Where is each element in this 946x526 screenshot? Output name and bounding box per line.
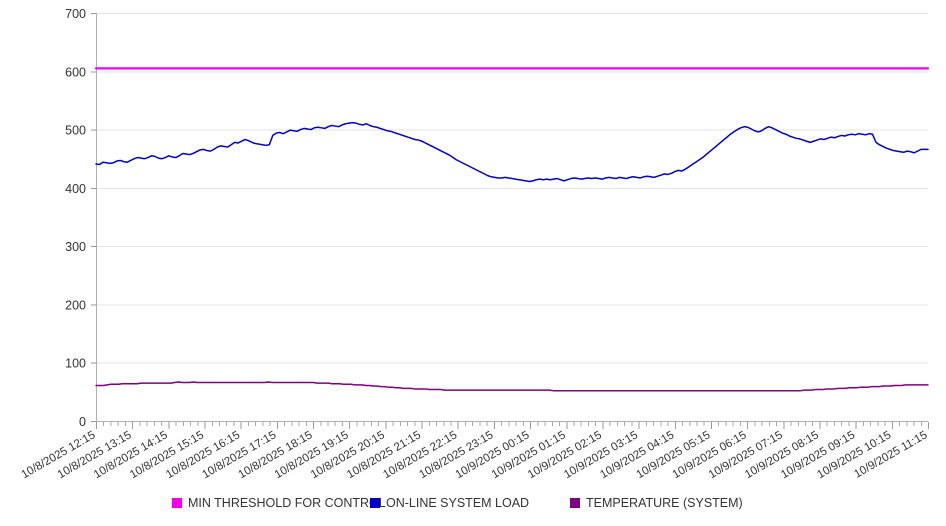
series-line <box>95 121 929 183</box>
y-axis-tick-label: 100 <box>65 357 86 371</box>
legend-swatch <box>570 498 580 508</box>
y-axis-tick-label: 600 <box>65 65 86 79</box>
series-line <box>95 381 929 392</box>
y-axis-tick-label: 500 <box>65 124 86 138</box>
data-series <box>94 67 930 392</box>
y-axis-labels: 0 100 200 300 400 500 600 700 <box>65 7 86 429</box>
legend-label: MIN THRESHOLD FOR CONTROL <box>188 496 386 510</box>
legend-label: TEMPERATURE (SYSTEM) <box>586 496 743 510</box>
y-axis-tick-label: 200 <box>65 298 86 312</box>
y-axis-tick-label: 300 <box>65 240 86 254</box>
y-axis-ticks <box>91 13 96 422</box>
y-axis-tick-label: 700 <box>65 7 86 21</box>
y-axis-tick-label: 0 <box>79 415 86 429</box>
gridlines <box>96 13 928 422</box>
legend-label: ON-LINE SYSTEM LOAD <box>386 496 529 510</box>
y-axis-tick-label: 400 <box>65 182 86 196</box>
legend-swatch <box>172 498 182 508</box>
chart-legend: MIN THRESHOLD FOR CONTROL ON-LINE SYSTEM … <box>172 496 743 510</box>
x-axis-minor-ticks <box>96 422 929 429</box>
legend-swatch <box>370 498 380 508</box>
axis-lines <box>96 13 928 422</box>
